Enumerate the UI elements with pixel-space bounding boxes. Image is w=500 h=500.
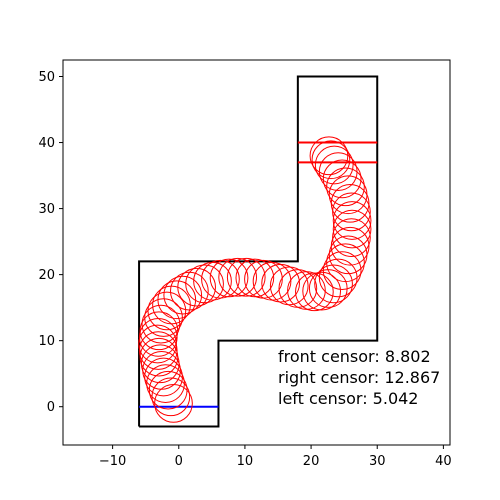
trajectory-circle	[332, 218, 371, 257]
x-tick-label: 10	[237, 454, 254, 469]
trajectory-circle	[314, 264, 353, 304]
trajectory-circle	[148, 370, 188, 410]
x-tick-label: −10	[99, 454, 126, 469]
annotation-left-censor: left censor: 5.042	[278, 389, 418, 408]
trajectory-circle	[261, 263, 300, 303]
trajectory-circle	[302, 271, 342, 311]
trajectory-circle	[311, 140, 351, 180]
x-tick-label: 20	[303, 454, 320, 469]
trajectory-circle	[201, 259, 240, 299]
trajectory-circle	[328, 175, 368, 215]
trajectory-circle	[295, 272, 334, 312]
annotation-right-censor: right censor: 12.867	[278, 368, 440, 387]
trajectory-circle	[146, 364, 185, 403]
trajectory-circle	[144, 357, 183, 397]
trajectory-circle	[185, 264, 224, 304]
axes-frame	[62, 59, 451, 446]
x-axis-ticks: −10 0 10 20 30 40	[99, 445, 452, 469]
trajectory-circle	[326, 243, 365, 283]
track-boundary	[138, 75, 379, 428]
trajectory-circle	[322, 159, 362, 199]
trajectory-circle	[314, 145, 354, 185]
trajectory-circle	[218, 257, 257, 297]
y-tick-label: 20	[38, 268, 55, 283]
y-axis-ticks: 0 10 20 30 40 50	[38, 70, 63, 415]
annotation-front-censor: front censor: 8.802	[278, 347, 431, 366]
trajectory-circle	[157, 280, 197, 320]
trajectory-circle	[177, 267, 216, 307]
y-tick-label: 50	[38, 70, 55, 85]
x-tick-label: 0	[175, 454, 183, 469]
y-tick-label: 40	[38, 136, 55, 151]
y-tick-label: 0	[47, 400, 55, 415]
trajectory-circle	[332, 192, 371, 232]
x-tick-label: 30	[369, 454, 386, 469]
track-layer	[138, 75, 379, 428]
trajectory-circle	[332, 201, 372, 240]
trajectory-circles	[138, 136, 372, 423]
trajectory-circle	[322, 251, 362, 291]
trajectory-circle	[309, 136, 349, 176]
trajectory-circle	[163, 275, 203, 315]
y-tick-label: 30	[38, 202, 55, 217]
trajectory-circle	[235, 258, 275, 298]
trajectory-circle	[209, 258, 249, 298]
trajectory-circle	[269, 266, 309, 306]
y-tick-label: 10	[38, 334, 55, 349]
trajectory-circle	[226, 257, 266, 297]
trajectory-circle	[330, 226, 370, 266]
trajectory-circle	[147, 291, 187, 331]
trajectory-circle	[332, 209, 372, 249]
x-tick-label: 40	[435, 454, 452, 469]
trajectory-circle	[139, 311, 179, 351]
